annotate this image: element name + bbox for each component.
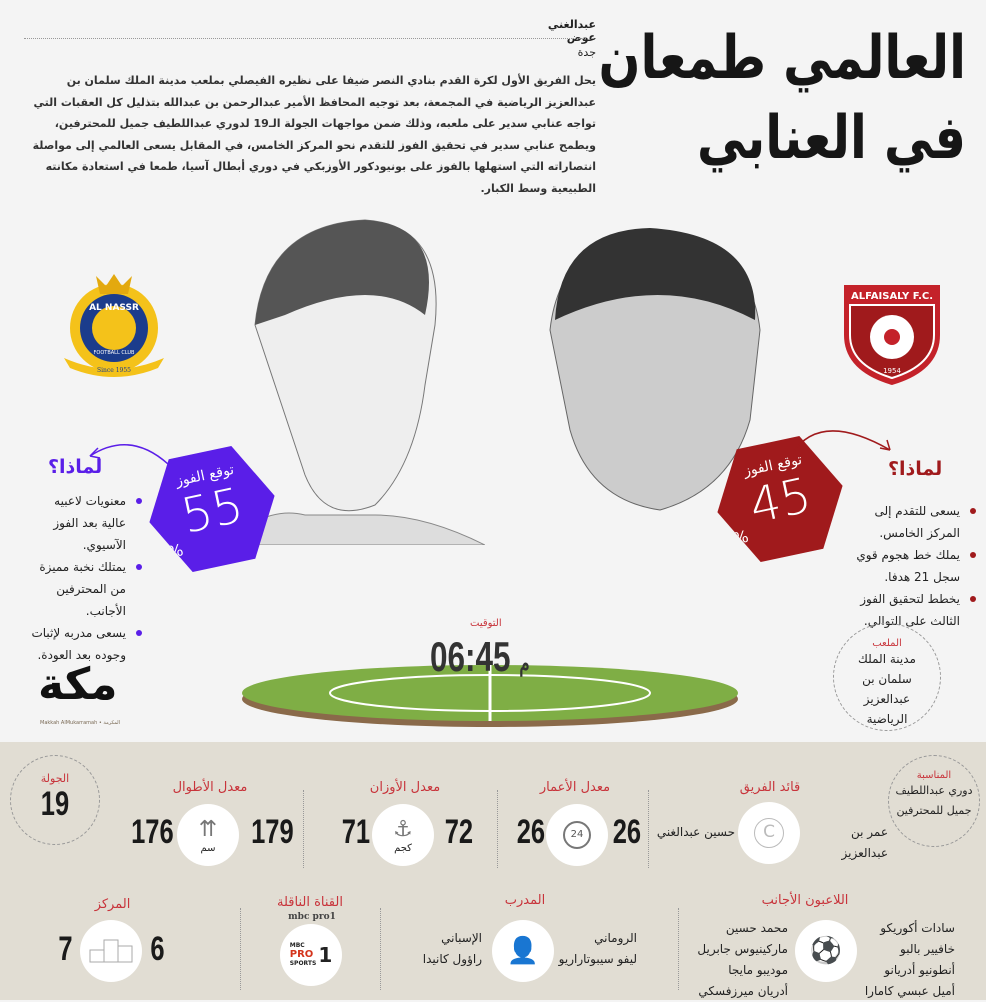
- scale-hook-icon: ⚓ كجم: [372, 804, 434, 866]
- alfaisaly-logo: ALFAISALY F.C. 1954: [840, 275, 944, 387]
- occasion-info: المناسبة دوري عبداللطيف جميل للمحترفين: [888, 755, 980, 847]
- article-body: يحل الفريق الأول لكرة القدم بنادي النصر …: [32, 74, 596, 195]
- weight-nassr: 72: [444, 813, 474, 851]
- makkah-logo: مكة: [38, 659, 118, 710]
- headline: العالمي طمعان في العنابي: [598, 23, 966, 173]
- why-heading: لماذا؟: [48, 456, 103, 478]
- faisaly-reasons: يسعى للتقدم إلى المركز الخامس. يملك خط هج…: [848, 500, 976, 632]
- age-label: معدل الأعمار: [539, 780, 611, 795]
- svg-text:ALFAISALY F.C.: ALFAISALY F.C.: [851, 291, 933, 302]
- brand-subtitle: Makkah AlMukarramah • المكرمة: [40, 720, 121, 726]
- stadium-info: الملعب مدينة الملك سلمان بن عبدالعزيز الر…: [833, 623, 941, 731]
- position-nassr: 6: [150, 930, 165, 968]
- foreign-players-faisaly: محمد حسين ماركينيوس جابريل موديبو مايجا أدر…: [697, 921, 788, 998]
- svg-text:1954: 1954: [883, 367, 901, 375]
- divider: [648, 790, 649, 868]
- position-label: المركز: [94, 897, 131, 912]
- height-faisaly: 176: [131, 813, 174, 851]
- list-item: يسعى للتقدم إلى المركز الخامس.: [848, 500, 976, 544]
- position-faisaly: 7: [58, 930, 73, 968]
- coach-person-icon: 👤: [492, 920, 554, 982]
- arrow-icon: [791, 430, 891, 455]
- height-arrows-icon: ⇈ سم: [177, 804, 239, 866]
- round-info: الجولة 19: [10, 755, 100, 845]
- divider: [678, 908, 679, 990]
- age-faisaly: 26: [516, 813, 546, 851]
- dateline-city: جدة: [577, 46, 596, 59]
- divider: [380, 908, 381, 990]
- channel-name: mbc pro1: [288, 912, 336, 922]
- al-nassr-logo: AL NASSR FOOTBALL CLUB Since 1955: [58, 268, 170, 380]
- divider: [240, 908, 241, 990]
- mbc-pro-sports-logo: MBC PRO SPORTS 1: [280, 924, 342, 986]
- list-item: يملك خط هجوم قوي سجل 21 هدفا.: [848, 544, 976, 588]
- captain-nassr: عمر بن عبدالعزيز: [841, 825, 888, 860]
- age-nassr: 26: [612, 813, 642, 851]
- podium-icon: [80, 920, 142, 982]
- why-heading: لماذا؟: [888, 458, 943, 480]
- match-time: م 06:45: [430, 633, 530, 680]
- divider: [497, 790, 498, 868]
- svg-text:Since 1955: Since 1955: [97, 367, 131, 374]
- svg-text:FOOTBALL CLUB: FOOTBALL CLUB: [94, 350, 136, 356]
- time-label: التوقيت: [470, 618, 502, 629]
- list-item: يمتلك نخبة مميزة من المحترفين الأجانب.: [30, 556, 142, 622]
- captain-faisaly: حسين عبدالغني: [656, 825, 735, 839]
- list-item: يسعى مدربه لإثبات وجوده بعد العودة.: [30, 622, 142, 666]
- coach-nassr: الروماني ليفو سيبوتاراريو: [558, 931, 637, 966]
- arrow-icon: [89, 444, 169, 465]
- coach-faisaly: الإسباني راؤول كانيدا: [422, 931, 482, 966]
- weight-label: معدل الأوزان: [369, 780, 441, 795]
- height-label: معدل الأطوال: [172, 780, 248, 795]
- weight-faisaly: 71: [341, 813, 371, 851]
- pitch-image: [242, 665, 738, 727]
- coach-label: المدرب: [504, 893, 546, 908]
- faisaly-player-sketch: [530, 220, 780, 520]
- list-item: معنويات لاعبيه عالية بعد الفوز الآسيوي.: [30, 490, 142, 556]
- clock-24-icon: 24: [546, 804, 608, 866]
- captain-label: قائد الفريق: [739, 780, 801, 795]
- channel-label: القناة الناقلة: [277, 895, 343, 910]
- svg-text:AL NASSR: AL NASSR: [89, 303, 139, 313]
- author: عبدالغني عوض: [547, 18, 596, 44]
- football-player-icon: ⚽: [795, 920, 857, 982]
- height-nassr: 179: [251, 813, 294, 851]
- divider: [303, 790, 304, 868]
- foreign-players-label: اللاعبون الأجانب: [761, 893, 849, 908]
- captain-c-icon: C: [738, 802, 800, 864]
- divider: [24, 38, 596, 39]
- foreign-players-nassr: سادات أكوريكو خافيير بالبو أنطونيو أدريانو…: [864, 921, 955, 998]
- nassr-reasons: معنويات لاعبيه عالية بعد الفوز الآسيوي. ي…: [30, 490, 142, 666]
